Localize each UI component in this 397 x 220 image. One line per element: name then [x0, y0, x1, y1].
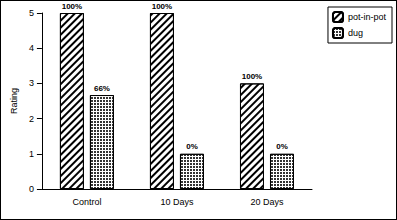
svg-text:10 Days: 10 Days — [160, 197, 194, 207]
svg-text:100%: 100% — [242, 72, 262, 81]
svg-text:0%: 0% — [276, 142, 288, 151]
svg-text:Control: Control — [72, 197, 101, 207]
svg-text:1: 1 — [29, 149, 34, 159]
svg-text:20 Days: 20 Days — [250, 197, 284, 207]
svg-text:0%: 0% — [186, 142, 198, 151]
svg-text:2: 2 — [29, 114, 34, 124]
svg-text:0: 0 — [29, 184, 34, 194]
svg-text:100%: 100% — [62, 2, 82, 11]
svg-text:5: 5 — [29, 8, 34, 18]
svg-text:100%: 100% — [152, 2, 172, 11]
svg-text:4: 4 — [29, 43, 34, 53]
svg-text:Rating: Rating — [9, 88, 19, 114]
svg-text:pot-in-pot: pot-in-pot — [348, 12, 387, 22]
svg-text:3: 3 — [29, 78, 34, 88]
svg-text:dug: dug — [348, 28, 363, 38]
svg-text:66%: 66% — [94, 84, 110, 93]
